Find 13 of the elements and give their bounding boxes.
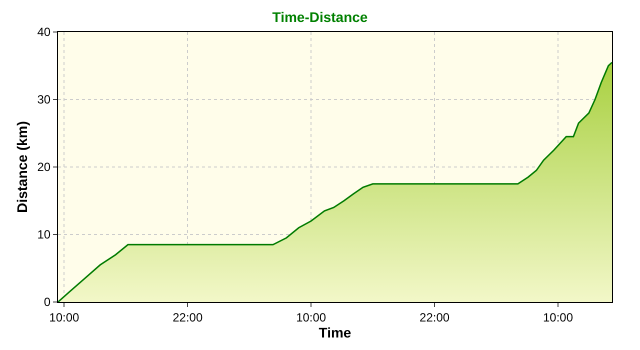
y-tick-label: 30 xyxy=(37,92,51,107)
x-axis-title: Time xyxy=(318,324,352,341)
x-tick-label: 22:00 xyxy=(172,310,203,324)
x-tick-label: 22:00 xyxy=(420,310,450,324)
y-tick-label: 0 xyxy=(44,295,51,310)
x-tick-label: 10:00 xyxy=(49,310,80,324)
y-axis-title: Distance (km) xyxy=(14,121,30,213)
x-tick-label: 10:00 xyxy=(542,310,574,324)
y-tick-label: 10 xyxy=(37,228,51,242)
chart-title: Time-Distance xyxy=(272,9,368,26)
y-tick-label: 40 xyxy=(37,25,51,40)
y-tick-label: 20 xyxy=(37,160,51,174)
x-tick-label: 10:00 xyxy=(296,310,326,324)
